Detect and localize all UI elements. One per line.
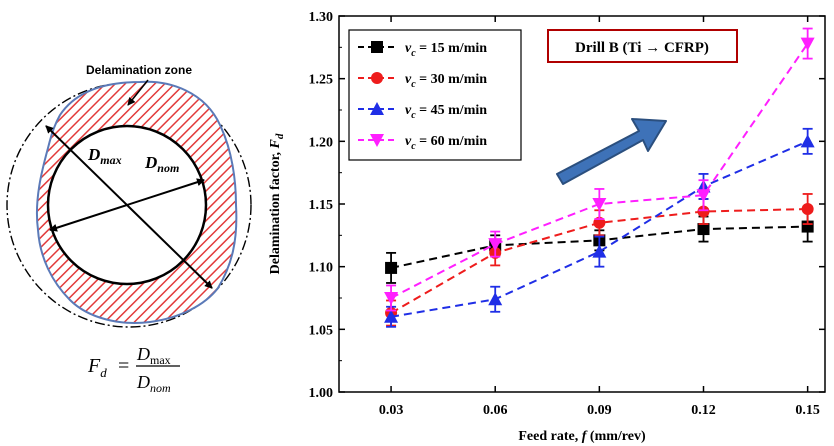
data-point — [801, 203, 814, 216]
annotation-text: Drill B (Ti → CFRP) — [575, 40, 709, 56]
data-point — [592, 198, 607, 211]
annotation-layer: Drill B (Ti → CFRP) — [547, 29, 738, 63]
delamination-chart: 1.00 1.05 1.10 1.15 1.20 1.25 1.30 0.03 0.06 0.09… — [268, 10, 826, 444]
data-point — [800, 134, 815, 148]
svg-text:Fd: Fd — [87, 355, 107, 380]
data-point — [697, 223, 710, 236]
y-tick-label: 1.20 — [309, 135, 334, 150]
x-tick-label: 0.15 — [795, 403, 820, 418]
legend-label: vc = 45 m/min — [405, 103, 487, 121]
series-line — [390, 140, 809, 318]
x-axis-label: Feed rate, f (mm/rev) — [518, 429, 646, 444]
x-tick-label: 0.12 — [691, 403, 716, 418]
annotation-box — [547, 29, 738, 63]
data-point — [385, 261, 398, 274]
svg-text:=: = — [118, 355, 129, 377]
x-tick-label: 0.06 — [483, 403, 508, 418]
legend-marker — [371, 41, 383, 53]
data-point — [592, 244, 607, 258]
delamination-formula: Fd = Dmax Dnom — [87, 344, 180, 395]
data-point — [697, 205, 710, 218]
legend-marker — [370, 134, 384, 147]
trend-arrow — [556, 118, 667, 185]
dnom-arrow — [49, 178, 205, 232]
y-tick-label: 1.30 — [309, 10, 334, 25]
y-tick-label: 1.15 — [309, 198, 334, 213]
y-tick-label: 1.10 — [309, 261, 334, 276]
delamination-zone-label: Delamination zone — [86, 63, 192, 77]
trend-arrow-layer — [556, 118, 667, 185]
x-tick-label: 0.03 — [379, 403, 404, 418]
axes: 1.00 1.05 1.10 1.15 1.20 1.25 1.30 0.03 0.06 0.09… — [268, 10, 826, 444]
series-layer — [384, 27, 815, 328]
y-tick-label: 1.05 — [309, 323, 334, 338]
zone-callout-arrow — [127, 79, 149, 106]
data-point — [384, 309, 399, 323]
dnom-label: Dnom — [144, 153, 179, 175]
y-axis-label: Delamination factor, Fd — [268, 133, 286, 274]
svg-text:Dnom: Dnom — [136, 372, 171, 395]
legend-label: vc = 30 m/min — [405, 72, 487, 90]
data-point — [696, 189, 711, 203]
data-point — [384, 292, 399, 305]
legend-label: vc = 15 m/min — [405, 41, 487, 59]
legend-label: vc = 60 m/min — [405, 134, 487, 152]
legend-marker — [371, 72, 383, 84]
series-4 — [384, 27, 815, 312]
legend-marker — [370, 102, 384, 115]
x-tick-label: 0.09 — [587, 403, 612, 418]
y-tick-label: 1.25 — [309, 73, 334, 88]
svg-text:Dmax: Dmax — [136, 344, 171, 367]
data-point — [488, 292, 503, 306]
data-point — [488, 238, 503, 252]
data-point — [800, 37, 815, 51]
dmax-label: Dmax — [87, 145, 122, 167]
delamination-diagram: Delamination zone Dmax Dnom Fd = Dmax Dn… — [6, 63, 252, 395]
outer-reference-circle — [6, 82, 252, 328]
legend: vc = 15 m/min vc = 30 m/min vc = 45 m/min v… — [348, 29, 522, 161]
y-tick-label: 1.00 — [309, 386, 334, 401]
